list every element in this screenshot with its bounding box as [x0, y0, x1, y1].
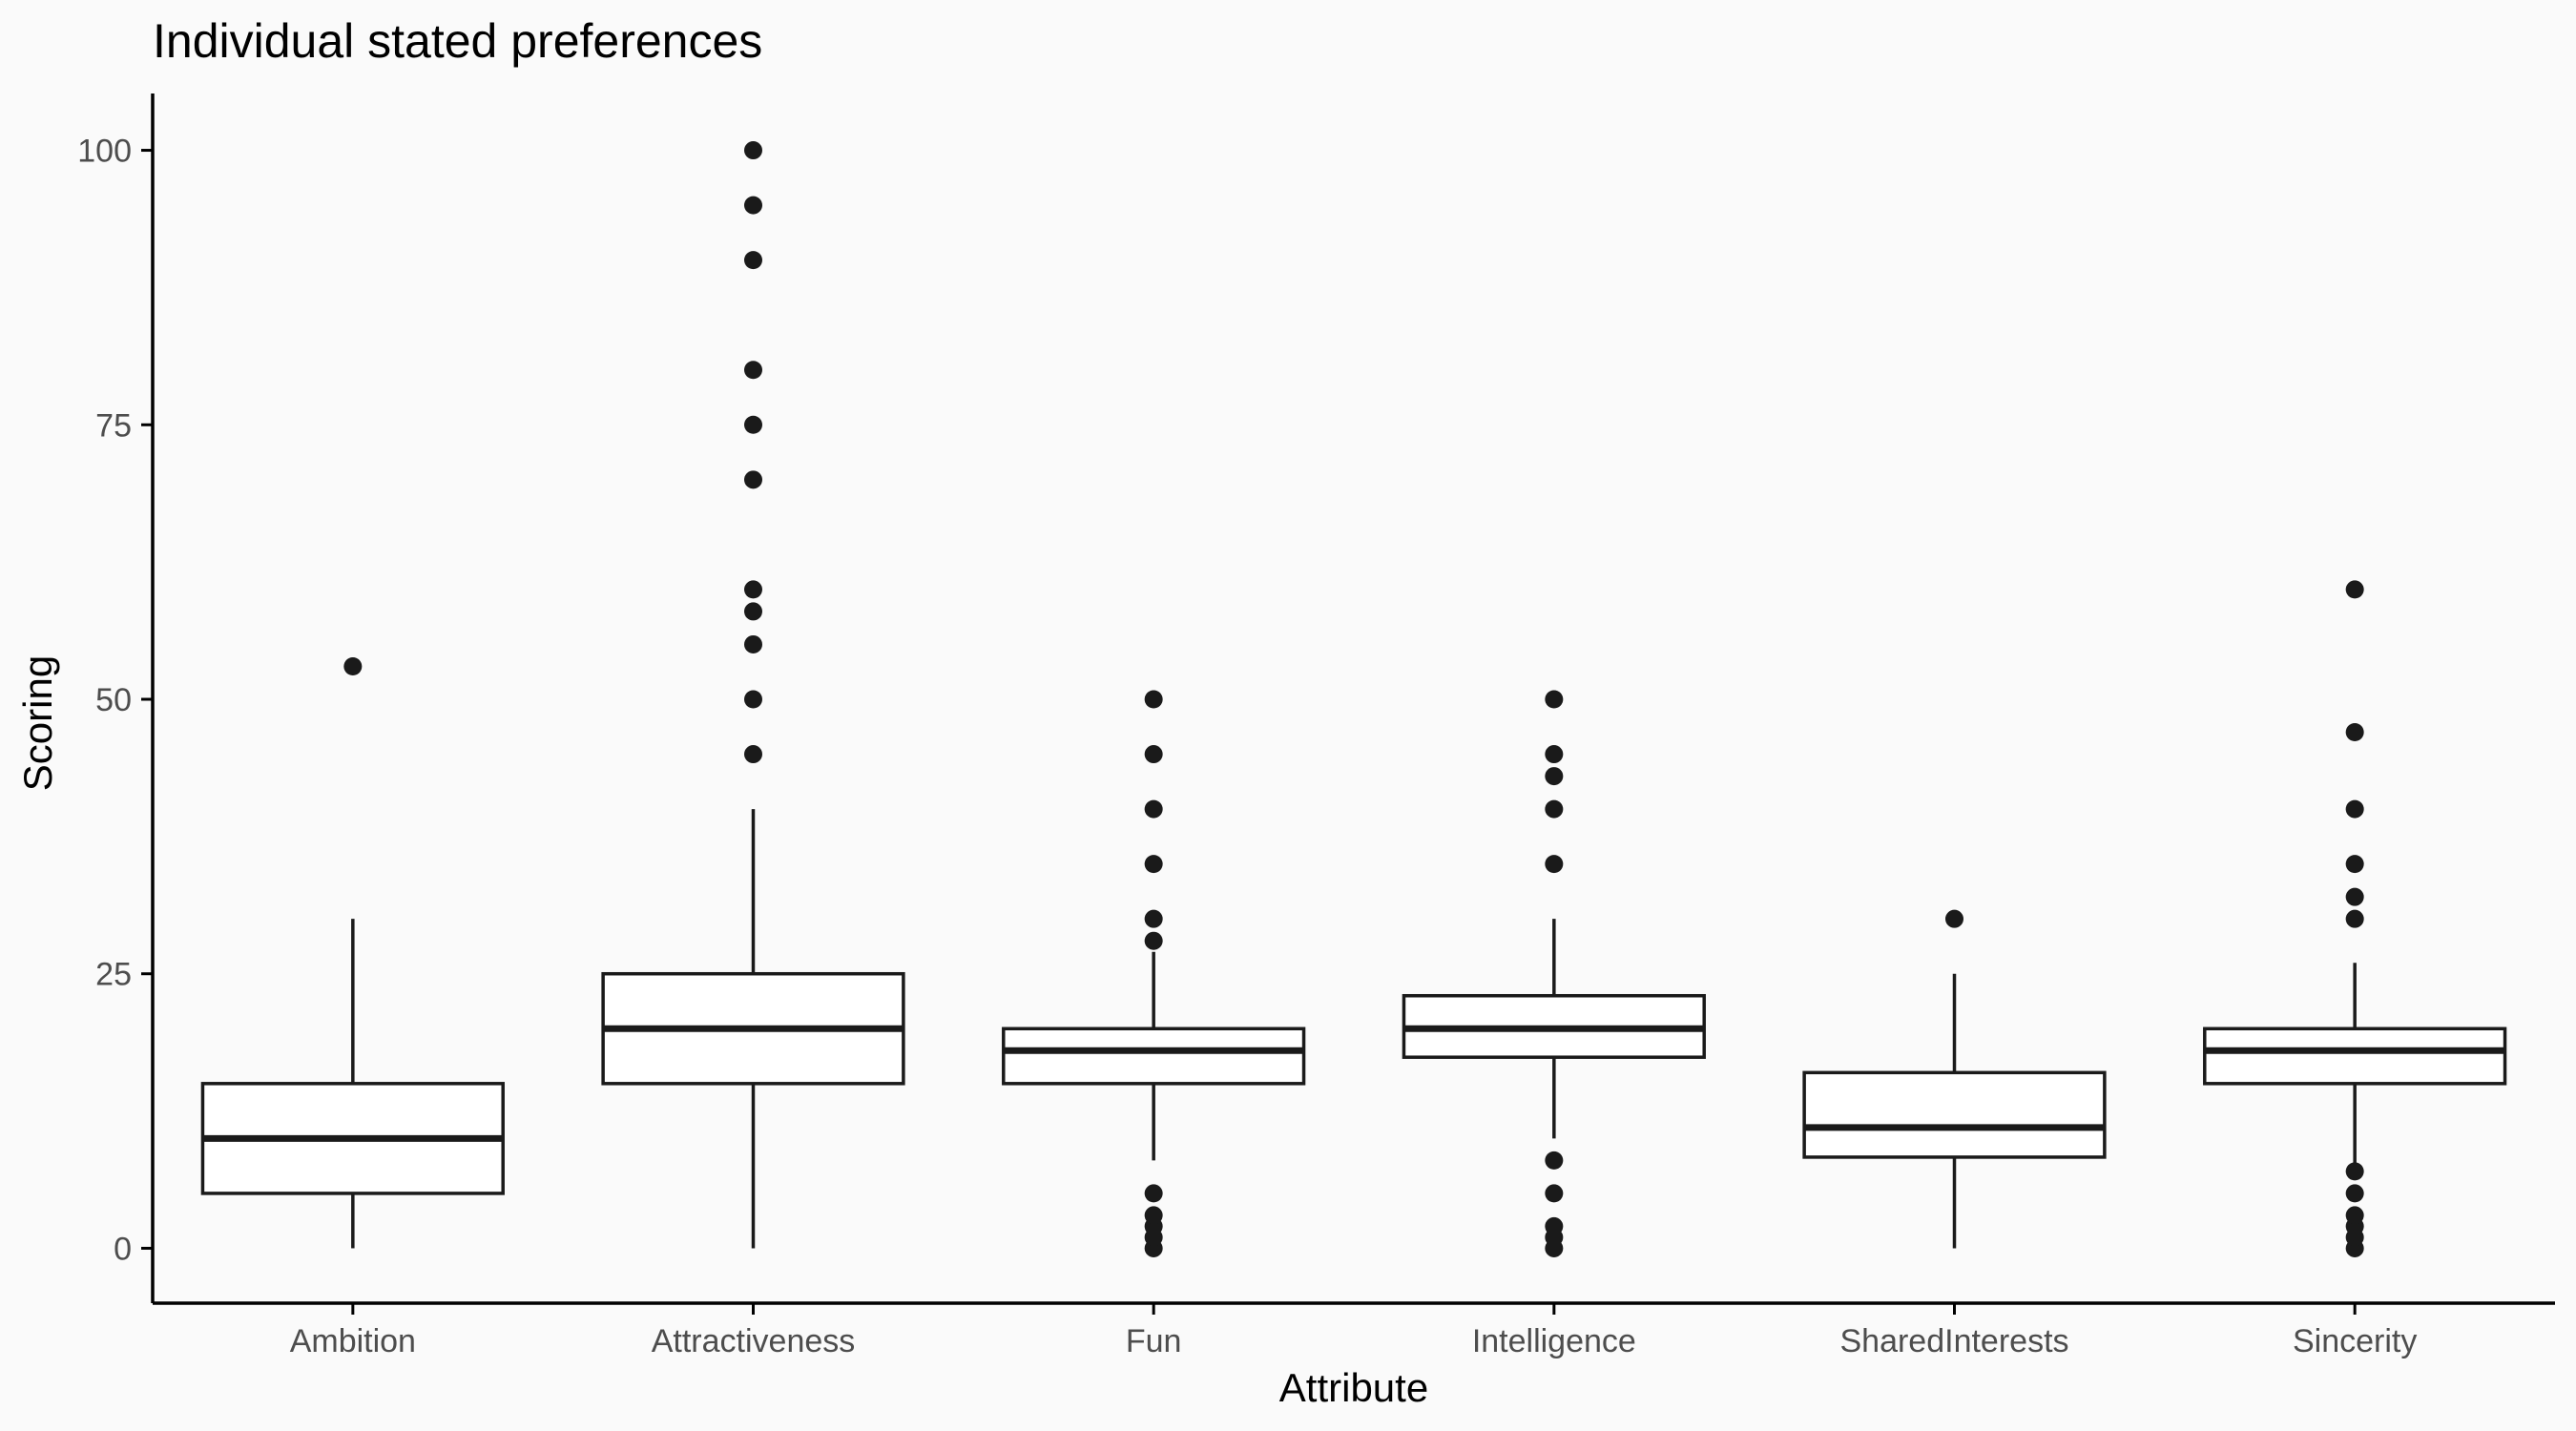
- outlier-point-fun-5: [1144, 931, 1163, 950]
- y-tick-label-0: 0: [114, 1231, 132, 1267]
- outlier-point-fun-8: [1144, 799, 1163, 819]
- outlier-point-intelligence-4: [1545, 1151, 1564, 1170]
- outlier-point-fun-9: [1144, 745, 1163, 764]
- x-tick-label-sincerity: Sincerity: [2293, 1323, 2417, 1359]
- outlier-point-sincerity-9: [2345, 799, 2364, 819]
- y-tick-label-50: 50: [95, 682, 132, 718]
- x-tick-label-fun: Fun: [1126, 1323, 1182, 1359]
- outlier-point-intelligence-8: [1545, 745, 1564, 764]
- outlier-point-intelligence-3: [1545, 1184, 1564, 1203]
- y-axis-title: Scoring: [15, 655, 60, 791]
- outlier-point-attractiveness-9: [744, 196, 762, 215]
- outlier-point-attractiveness-8: [744, 251, 762, 270]
- outlier-point-attractiveness-6: [744, 415, 762, 434]
- x-axis-title: Attribute: [1279, 1365, 1428, 1410]
- outlier-point-sincerity-8: [2345, 855, 2364, 874]
- outlier-point-attractiveness-3: [744, 602, 762, 621]
- box-sincerity: [2203, 1027, 2507, 1086]
- x-tick-label-ambition: Ambition: [290, 1323, 416, 1359]
- outlier-point-attractiveness-1: [744, 690, 762, 709]
- outlier-point-sincerity-5: [2345, 1162, 2364, 1181]
- outlier-point-intelligence-5: [1545, 855, 1564, 874]
- y-tick-label-100: 100: [77, 134, 132, 170]
- outlier-point-intelligence-2: [1545, 1216, 1564, 1235]
- y-tick-label-75: 75: [95, 407, 132, 444]
- outlier-point-attractiveness-5: [744, 470, 762, 489]
- x-tick-label-intelligence: Intelligence: [1472, 1323, 1636, 1359]
- outlier-point-ambition-0: [343, 656, 363, 675]
- box-sharedinterests: [1802, 1070, 2107, 1159]
- plot-area: [200, 141, 2507, 1257]
- y-tick-label-25: 25: [95, 957, 132, 993]
- box-fun: [1002, 1027, 1306, 1086]
- x-tick-label-sharedinterests: SharedInterests: [1839, 1323, 2068, 1359]
- box-group-attractiveness: [601, 141, 905, 1249]
- axes: 0 25 50 75 100 Ambition Attractiveness Fun Intel…: [77, 93, 2555, 1359]
- box-group-sharedinterests: [1802, 909, 2107, 1249]
- chart-title: Individual stated preferences: [153, 14, 762, 68]
- outlier-point-fun-6: [1144, 909, 1163, 928]
- outlier-point-attractiveness-10: [744, 141, 762, 160]
- outlier-point-fun-10: [1144, 690, 1163, 709]
- outlier-point-attractiveness-2: [744, 634, 762, 653]
- box-group-intelligence: [1402, 690, 1706, 1257]
- outlier-point-fun-4: [1144, 1184, 1163, 1203]
- outlier-point-sincerity-7: [2345, 887, 2364, 906]
- outlier-point-attractiveness-4: [744, 580, 762, 599]
- outlier-point-sincerity-6: [2345, 909, 2364, 928]
- outlier-point-sharedinterests-0: [1945, 909, 1963, 928]
- outlier-point-attractiveness-7: [744, 361, 762, 380]
- outlier-point-intelligence-6: [1545, 799, 1564, 819]
- box-group-sincerity: [2203, 580, 2507, 1257]
- outlier-point-sincerity-10: [2345, 723, 2364, 742]
- outlier-point-fun-3: [1144, 1206, 1163, 1225]
- outlier-point-intelligence-9: [1545, 690, 1564, 709]
- x-tick-label-attractiveness: Attractiveness: [652, 1323, 856, 1359]
- outlier-point-fun-7: [1144, 855, 1163, 874]
- outlier-point-sincerity-4: [2345, 1184, 2364, 1203]
- box-group-fun: [1002, 690, 1306, 1257]
- box-group-ambition: [200, 656, 505, 1249]
- outlier-point-intelligence-7: [1545, 767, 1564, 786]
- outlier-point-sincerity-3: [2345, 1206, 2364, 1225]
- outlier-point-attractiveness-0: [744, 745, 762, 764]
- outlier-point-sincerity-11: [2345, 580, 2364, 599]
